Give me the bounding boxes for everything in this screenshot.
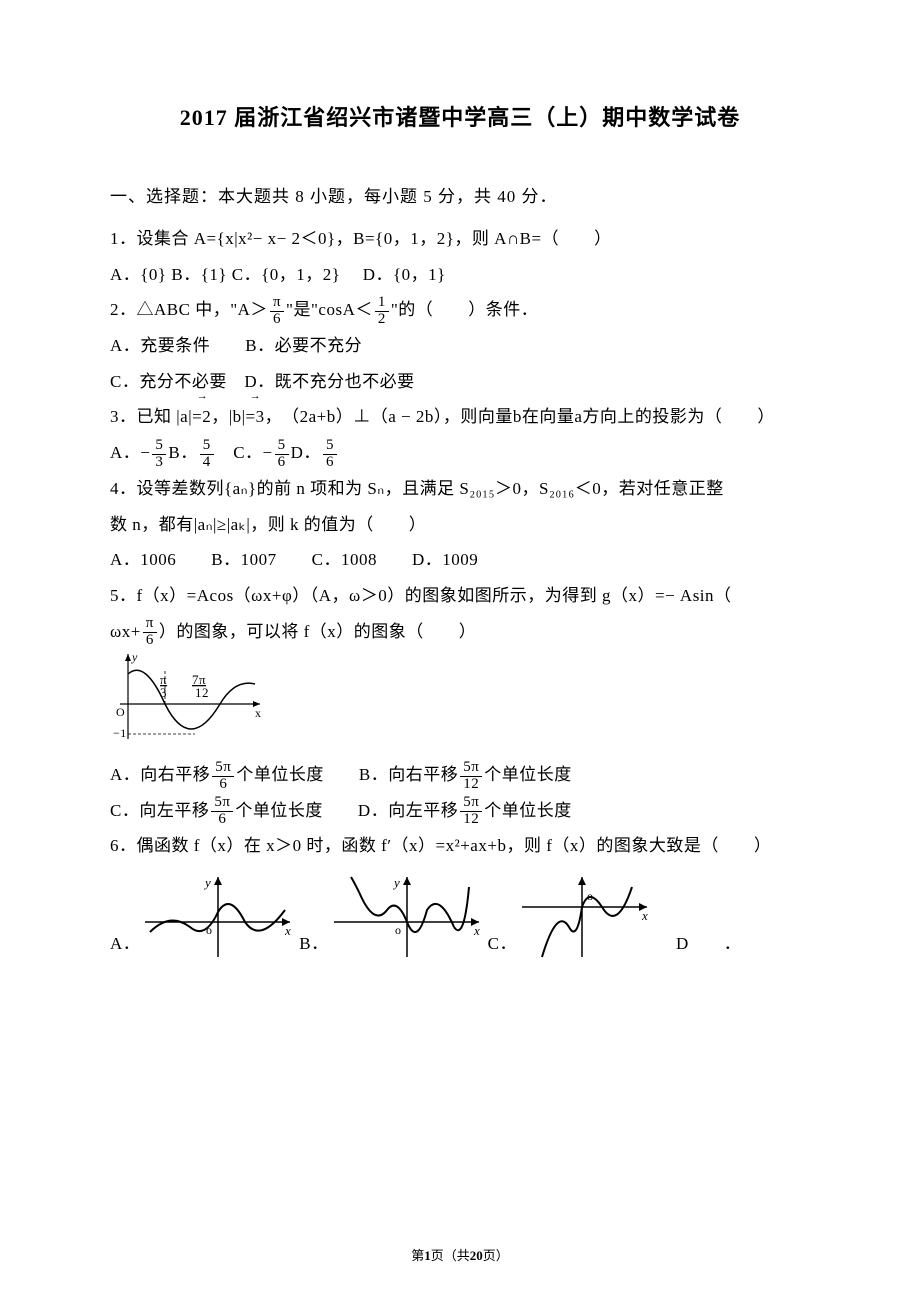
vec-a: →|a|=2，: [176, 399, 228, 435]
svg-text:x: x: [255, 706, 262, 720]
q5-optb-r: 个单位长度: [484, 765, 572, 784]
q6-options: A． x y o B．: [110, 872, 810, 962]
q2-expr1-l: A＞: [238, 300, 268, 319]
question-1: 1．设集合 A={x|x²− x− 2＜0}，B={0，1，2}，则 A∩B=（…: [110, 221, 810, 292]
q2-frac-2: 12: [375, 295, 389, 328]
question-3: 3．已知 →|a|=2，→|b|=3，（2a+b）⊥（a − 2b），则向量b在…: [110, 399, 810, 470]
q5-line2-a: ωx+: [110, 622, 141, 641]
q1-options: A．{0} B．{1} C．{0，1，2} D．{0，1}: [110, 257, 810, 293]
svg-text:o: o: [587, 889, 594, 903]
q5-line1: 5．f（x）=Acos（ωx+φ）（A，ω＞0）的图象如图所示，为得到 g（x）…: [110, 578, 810, 614]
vec-b: →|b|=3，: [229, 399, 282, 435]
q3-frac-c: 56: [275, 438, 289, 471]
question-5: 5．f（x）=Acos（ωx+φ）（A，ω＞0）的图象如图所示，为得到 g（x）…: [110, 578, 810, 828]
q6-stem: 6．偶函数 f（x）在 x＞0 时，函数 f′（x）=x²+ax+b，则 f（x…: [110, 828, 810, 864]
question-2: 2．△ABC 中，"A＞π6"是"cosA＜12"的（ ）条件． A．充要条件 …: [110, 292, 810, 399]
q3-opt-b-l: B．: [168, 443, 197, 462]
svg-text:x: x: [284, 923, 291, 938]
q3-frac-d: 56: [323, 438, 337, 471]
q3-frac-a: 53: [152, 438, 166, 471]
q5-options-row1: A．向右平移5π6个单位长度 B．向右平移5π12个单位长度: [110, 757, 810, 793]
svg-text:y: y: [131, 650, 138, 664]
footer-a: 第: [411, 1248, 424, 1263]
q2-opt-b: B．必要不充分: [245, 336, 362, 355]
q3-stem-a: 3．已知: [110, 407, 176, 426]
q5-optd-r: 个单位长度: [484, 801, 572, 820]
page-title: 2017 届浙江省绍兴市诸暨中学高三（上）期中数学试卷: [110, 100, 810, 132]
q6-opta-label: A．: [110, 926, 140, 962]
q6-optc-label: C．: [488, 926, 517, 962]
footer-total: 20: [470, 1248, 483, 1263]
svg-text:π3: π3: [160, 672, 167, 700]
q2-opt-a: A．充要条件: [110, 336, 210, 355]
q6-graph-a: x y o: [140, 872, 295, 962]
page-footer: 第1页（共20页）: [0, 1245, 920, 1264]
q5-frac-c: 5π6: [211, 795, 233, 828]
q3-opt-d-l: D．: [291, 443, 321, 462]
q6-graph-b: x y o: [329, 872, 484, 962]
q2-frac-1: π6: [270, 295, 284, 328]
q2-opt-d: D．既不充分也不必要: [244, 372, 414, 391]
svg-text:y: y: [392, 875, 400, 890]
svg-text:7π12: 7π12: [192, 672, 209, 700]
q2-stem-b: "是": [286, 300, 318, 319]
q5-optc-r: 个单位长度: [235, 801, 323, 820]
q5-opta-l: A．向右平移: [110, 765, 210, 784]
q5-opta-r: 个单位长度: [236, 765, 324, 784]
q2-stem: 2．△ABC 中，"A＞π6"是"cosA＜12"的（ ）条件．: [110, 292, 810, 328]
q5-line2: ωx+π6）的图象，可以将 f（x）的图象（ ）: [110, 614, 810, 650]
q1-opt-b: B．{1}: [171, 265, 227, 284]
svg-text:o: o: [395, 923, 402, 937]
svg-text:x: x: [473, 923, 480, 938]
q6-opt-c: C． x o: [488, 872, 652, 962]
q3-perp: （2a+b）⊥（a − 2b）: [282, 407, 443, 426]
q5-options-row2: C．向左平移5π6个单位长度 D．向左平移5π12个单位长度: [110, 793, 810, 829]
q3-stem: 3．已知 →|a|=2，→|b|=3，（2a+b）⊥（a − 2b），则向量b在…: [110, 399, 810, 435]
q4-line1: 4．设等差数列{aₙ}的前 n 项和为 Sₙ，且满足 S₂₀₁₅＞0，S₂₀₁₆…: [110, 471, 810, 507]
question-6: 6．偶函数 f（x）在 x＞0 时，函数 f′（x）=x²+ax+b，则 f（x…: [110, 828, 810, 962]
section-header: 一、选择题：本大题共 8 小题，每小题 5 分，共 40 分．: [110, 182, 810, 207]
q5-optc-l: C．向左平移: [110, 801, 209, 820]
q3-stem-b: ，则向量b在向量a方向上的投影为（ ）: [443, 407, 775, 426]
q5-optb-l: B．向右平移: [359, 765, 458, 784]
q1-stem: 1．设集合 A={x|x²− x− 2＜0}，B={0，1，2}，则 A∩B=（…: [110, 221, 810, 257]
q3-opt-c-l: C．−: [233, 443, 272, 462]
q4-line2: 数 n，都有|aₙ|≥|aₖ|，则 k 的值为（ ）: [110, 507, 810, 543]
q3-frac-b: 54: [200, 438, 214, 471]
q5-optd-l: D．向左平移: [358, 801, 458, 820]
q1-opt-c: C．{0，1，2}: [232, 265, 341, 284]
q2-opt-c: C．充分不必要: [110, 372, 227, 391]
q2-stem-c: "的（ ）条件．: [391, 300, 538, 319]
q5-frac-d: 5π12: [460, 795, 482, 828]
q6-opt-d: D ．: [676, 926, 741, 962]
q3-options: A．−53B．54 C．−56D．56: [110, 435, 810, 471]
svg-text:x: x: [641, 908, 648, 923]
q2-expr2-l: cosA＜: [318, 300, 372, 319]
q1-opt-d: D．{0，1}: [363, 265, 446, 284]
q6-optb-label: B．: [299, 926, 328, 962]
q5-frac: π6: [143, 616, 157, 649]
q5-line2-b: ）的图象，可以将 f（x）的图象（ ）: [159, 622, 476, 641]
q3-opt-a-l: A．−: [110, 443, 150, 462]
svg-text:−1: −1: [113, 726, 127, 740]
page: 2017 届浙江省绍兴市诸暨中学高三（上）期中数学试卷 一、选择题：本大题共 8…: [0, 0, 920, 1302]
q6-graph-c: x o: [517, 872, 652, 962]
svg-text:y: y: [203, 875, 211, 890]
footer-b: 页（共: [431, 1248, 470, 1263]
q2-options-1: A．充要条件 B．必要不充分: [110, 328, 810, 364]
q5-graph: x y O π3 7π12 −1: [110, 649, 265, 757]
svg-text:O: O: [116, 705, 125, 719]
q1-opt-a: A．{0}: [110, 265, 167, 284]
question-4: 4．设等差数列{aₙ}的前 n 项和为 Sₙ，且满足 S₂₀₁₅＞0，S₂₀₁₆…: [110, 471, 810, 578]
q2-stem-a: 2．△ABC 中，": [110, 300, 238, 319]
footer-c: 页）: [483, 1248, 509, 1263]
q4-options: A．1006 B．1007 C．1008 D．1009: [110, 542, 810, 578]
q5-frac-b: 5π12: [460, 760, 482, 793]
q6-optd-label: D ．: [676, 926, 741, 962]
q6-opt-b: B． x y o: [299, 872, 483, 962]
q6-opt-a: A． x y o: [110, 872, 295, 962]
q5-frac-a: 5π6: [212, 760, 234, 793]
